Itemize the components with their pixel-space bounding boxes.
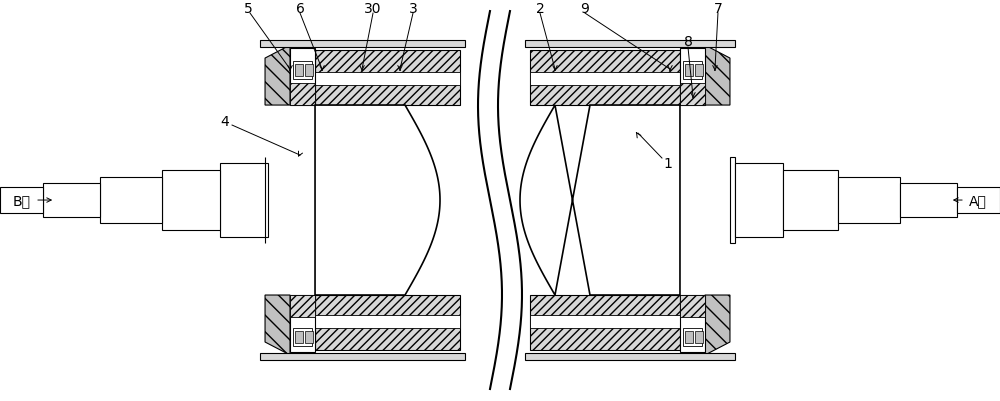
Bar [695, 65, 703, 77]
Bar [680, 84, 705, 106]
Bar [260, 353, 465, 360]
Bar [783, 170, 838, 231]
Text: 6: 6 [296, 2, 304, 16]
Bar [162, 170, 220, 231]
Bar [315, 315, 460, 328]
Text: 3: 3 [409, 2, 417, 16]
Text: 4: 4 [221, 115, 229, 129]
Bar [525, 41, 735, 48]
Bar [730, 158, 735, 243]
Bar [957, 188, 1000, 213]
Polygon shape [478, 12, 522, 389]
Text: 7: 7 [714, 2, 722, 16]
Bar [290, 49, 315, 106]
Text: 5: 5 [244, 2, 252, 16]
Bar [0, 188, 43, 213]
Bar [220, 164, 268, 237]
Bar [683, 328, 702, 346]
Polygon shape [705, 46, 730, 106]
Bar [530, 295, 680, 350]
Bar [260, 41, 465, 48]
Bar [695, 331, 703, 343]
Bar [315, 51, 460, 106]
Bar [683, 62, 702, 80]
Polygon shape [705, 295, 730, 355]
Polygon shape [265, 46, 290, 106]
Text: A向: A向 [969, 194, 987, 208]
Bar [685, 331, 693, 343]
Text: 9: 9 [581, 2, 589, 16]
Bar [680, 295, 705, 317]
Bar [525, 353, 735, 360]
Bar [685, 65, 693, 77]
Bar [680, 49, 705, 106]
Bar [290, 295, 315, 352]
Bar [305, 331, 313, 343]
Bar [900, 184, 957, 217]
Bar [293, 62, 312, 80]
Text: B向: B向 [13, 194, 31, 208]
Bar [290, 84, 315, 106]
Bar [530, 315, 680, 328]
Text: 8: 8 [684, 35, 692, 49]
Text: 1: 1 [664, 157, 672, 170]
Bar [293, 328, 312, 346]
Bar [735, 164, 783, 237]
Bar [295, 65, 303, 77]
Bar [305, 65, 313, 77]
Bar [530, 51, 680, 106]
Polygon shape [265, 295, 290, 355]
Bar [530, 73, 680, 86]
Text: 30: 30 [364, 2, 382, 16]
Bar [838, 178, 900, 223]
Polygon shape [520, 106, 680, 295]
Bar [295, 331, 303, 343]
Bar [315, 295, 460, 350]
Bar [680, 295, 705, 352]
Bar [290, 295, 315, 317]
Bar [43, 184, 100, 217]
Polygon shape [315, 106, 440, 295]
Bar [315, 73, 460, 86]
Bar [100, 178, 162, 223]
Text: 2: 2 [536, 2, 544, 16]
